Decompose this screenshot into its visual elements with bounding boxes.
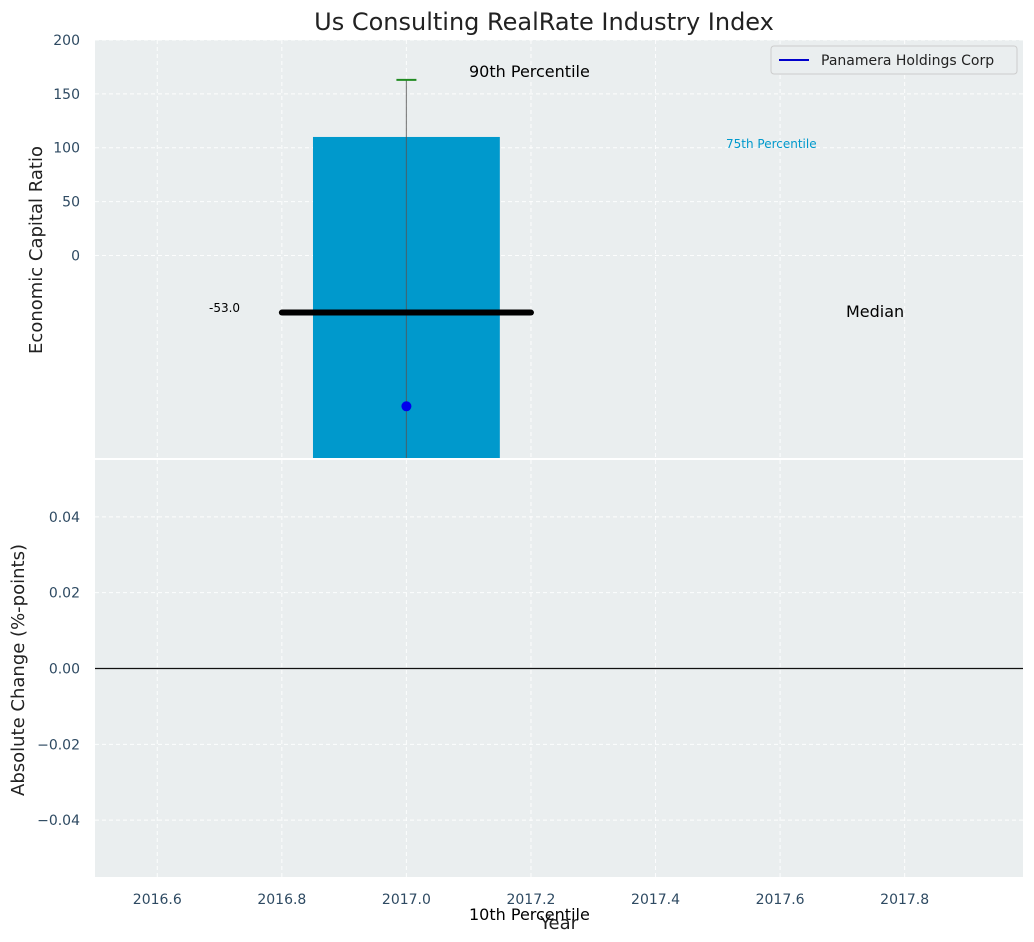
x-tick-label: 2017.4 <box>631 892 680 908</box>
median-annotation: Median <box>846 302 904 321</box>
company-point <box>401 401 412 412</box>
x-tick-label: 2017.8 <box>880 892 929 908</box>
legend-box <box>770 45 1018 75</box>
top-marks <box>278 78 534 459</box>
bottom-y-tick-label: 0.00 <box>49 662 80 678</box>
top-y-ticks: 0 50 100 150 200 <box>53 33 80 264</box>
bottom-x-ticks: 2016.6 2016.8 2017.0 2017.2 2017.4 2017.6 2017… <box>133 892 929 908</box>
legend-label: Panamera Holdings Corp <box>821 53 994 69</box>
chart-title: Us Consulting RealRate Industry Index <box>314 8 774 36</box>
top-y-tick-label: 150 <box>53 87 80 103</box>
x-tick-label: 2016.8 <box>257 892 306 908</box>
top-gridlines <box>95 39 1023 458</box>
bottom-y-tick-label: −0.04 <box>37 813 80 829</box>
top-y-tick-label: 0 <box>71 248 80 264</box>
x-tick-label: 2017.0 <box>382 892 431 908</box>
x-axis-label: Year <box>539 913 579 934</box>
bottom-y-tick-label: 0.04 <box>49 510 80 526</box>
bottom-y-axis-label: Absolute Change (%-points) <box>8 544 29 796</box>
top-y-tick-label: 200 <box>53 33 80 49</box>
bottom-y-tick-label: −0.02 <box>37 737 80 753</box>
median-value-label: -53.0 <box>209 301 240 315</box>
legend: Panamera Holdings Corp <box>770 45 1018 75</box>
top-y-tick-label: 50 <box>62 195 80 211</box>
p75-annotation: 75th Percentile <box>726 137 817 151</box>
bottom-y-ticks: 0.04 0.02 0.00 −0.02 −0.04 <box>37 510 80 829</box>
p90-annotation: 90th Percentile <box>469 62 590 81</box>
x-tick-label: 2017.2 <box>506 892 555 908</box>
p10-annotation: 10th Percentile <box>469 905 590 924</box>
top-y-axis-label: Economic Capital Ratio <box>26 146 47 354</box>
top-y-tick-label: 100 <box>53 141 80 157</box>
bottom-y-tick-label: 0.02 <box>49 586 80 602</box>
x-tick-label: 2016.6 <box>133 892 182 908</box>
top-plot-area <box>95 40 1023 458</box>
x-tick-label: 2017.6 <box>756 892 805 908</box>
